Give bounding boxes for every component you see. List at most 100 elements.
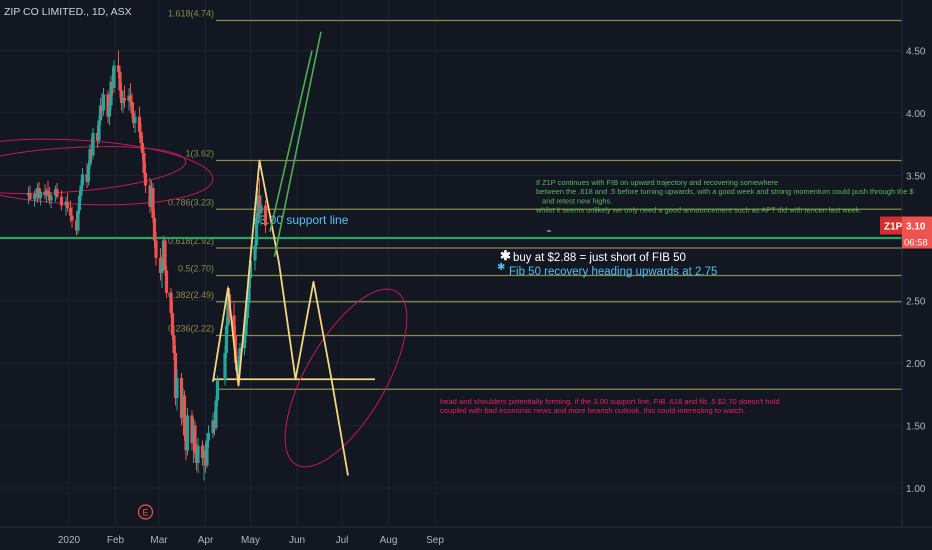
candle-body — [91, 133, 95, 156]
candle-body — [160, 263, 164, 273]
fib-note-line: If Z1P continues with FIB on upward traj… — [536, 178, 778, 187]
candle-body — [232, 315, 236, 336]
candle-body — [107, 105, 112, 117]
ellipse-drawing[interactable] — [261, 271, 430, 484]
candle — [175, 369, 179, 411]
candle-body — [119, 90, 124, 103]
candle-body — [163, 240, 167, 271]
time-tick-label: Aug — [380, 535, 398, 546]
candle-body — [244, 318, 248, 336]
candle-body — [236, 360, 241, 371]
fib-level-label: 0.382(2.49) — [168, 290, 214, 300]
candle-body — [68, 208, 73, 216]
price-tick-label: 4.00 — [906, 109, 926, 120]
fib-note-line: between the .618 and .5 before turning u… — [536, 187, 914, 196]
candle — [109, 75, 113, 111]
candle-body — [169, 293, 173, 313]
candle — [122, 85, 127, 108]
projection-arrow[interactable] — [269, 50, 313, 232]
price-tick-label: 3.50 — [906, 172, 926, 183]
candle-body — [112, 65, 116, 88]
price-tick-label: 1.00 — [906, 484, 926, 495]
candle — [70, 206, 74, 228]
earnings-event-marker[interactable] — [137, 504, 154, 520]
price-tag-value: 3.10 — [906, 222, 926, 233]
ellipse-drawing[interactable] — [0, 133, 214, 211]
support-line-label: $3.00 support line — [253, 213, 349, 227]
candle — [263, 200, 268, 233]
projection-path[interactable] — [212, 159, 349, 476]
candle-body — [70, 215, 74, 221]
candle — [170, 300, 175, 341]
candle — [119, 83, 124, 111]
fib-level-label: 0.786(3.23) — [168, 197, 214, 207]
fib-note-line: whilst it seems unlikely we only need a … — [535, 206, 862, 215]
projection-arrow[interactable] — [273, 31, 322, 257]
candle-body — [205, 440, 209, 466]
candle — [193, 420, 197, 458]
candle-body — [175, 378, 179, 398]
candle-body — [122, 98, 127, 101]
candle — [182, 390, 187, 441]
candle-body — [142, 153, 146, 173]
candle-body — [139, 131, 143, 143]
candle-body — [152, 218, 157, 241]
candle-body — [253, 245, 257, 261]
candle — [143, 163, 148, 193]
price-tick-label: 2.50 — [906, 297, 926, 308]
candle-body — [109, 81, 113, 106]
candle-body — [185, 415, 190, 451]
time-tick-label: Sep — [426, 535, 444, 546]
candle-body — [263, 205, 268, 226]
symbol-title: ZIP CO LIMITED., 1D, ASX — [4, 6, 132, 18]
candle — [133, 110, 137, 133]
time-axis[interactable]: 2020 Feb Mar Apr May Jun Jul Aug Sep — [0, 526, 932, 546]
candle-body — [170, 313, 175, 336]
candle-body — [215, 380, 220, 401]
candle — [254, 213, 259, 251]
candle — [98, 98, 103, 126]
grid — [0, 0, 902, 527]
candle-body — [143, 173, 148, 186]
time-tick-label: Feb — [107, 535, 125, 546]
time-tick-label: May — [241, 535, 260, 546]
candle-body — [259, 205, 263, 213]
candle — [55, 183, 59, 200]
candle — [88, 144, 92, 170]
time-tick-label: Jun — [289, 535, 305, 546]
candle — [214, 395, 218, 431]
candle — [164, 265, 169, 298]
price-tag-symbol-bg — [880, 216, 902, 235]
candle-body — [116, 65, 121, 72]
price-tag-symbol: Z1P — [884, 222, 903, 233]
candle-body — [76, 210, 80, 231]
candle-body — [79, 185, 83, 196]
candle-body — [154, 240, 158, 258]
candle-body — [65, 201, 70, 208]
candle — [154, 231, 158, 266]
candle — [38, 189, 43, 206]
ellipse-drawing[interactable] — [0, 140, 187, 201]
candle — [257, 178, 262, 221]
last-price-tag[interactable]: Z1P 3.10 06:58 — [880, 216, 932, 249]
candle-body — [77, 195, 82, 211]
fib-note-line: and retest new highs. — [542, 196, 612, 205]
candle-body — [224, 325, 229, 353]
fib50-note: Fib 50 recovery heading upwards at 2.75 — [509, 266, 717, 278]
fib-level-label: 0.5(2.70) — [178, 264, 214, 274]
time-tick-label: Jul — [336, 535, 349, 546]
candle-body — [214, 400, 218, 428]
candle-body — [46, 190, 50, 195]
candle-body — [245, 303, 250, 318]
candle-body — [238, 348, 242, 361]
candle — [163, 238, 167, 276]
candle-body — [248, 260, 253, 278]
candle-body — [242, 335, 247, 348]
candle-body — [101, 94, 106, 111]
time-tick-label: 2020 — [58, 535, 81, 546]
fib-retracement[interactable]: 1.618(4.74) 1(3.62) 0.786(3.23) 0.618(2.92)… — [168, 9, 902, 390]
price-tick-label: 1.50 — [906, 422, 926, 433]
candle-body — [59, 196, 64, 206]
